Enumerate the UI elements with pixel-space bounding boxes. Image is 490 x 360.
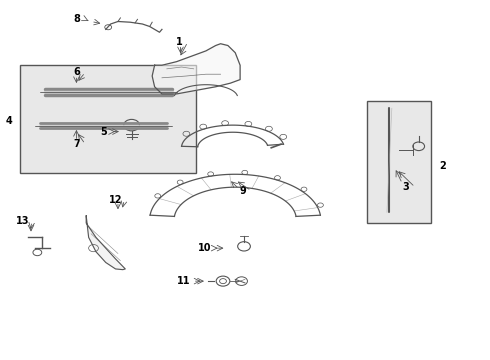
- Text: 6: 6: [73, 67, 80, 77]
- Bar: [367, 101, 431, 223]
- Polygon shape: [86, 216, 125, 270]
- Text: 5: 5: [100, 127, 107, 136]
- Bar: [20, 65, 196, 173]
- Text: 12: 12: [109, 195, 122, 205]
- Text: 11: 11: [177, 276, 191, 286]
- Polygon shape: [152, 44, 240, 94]
- Text: 13: 13: [17, 216, 30, 226]
- Text: 1: 1: [175, 37, 182, 47]
- Text: 2: 2: [440, 161, 446, 171]
- Text: 8: 8: [73, 14, 80, 24]
- Text: 7: 7: [73, 139, 80, 149]
- Text: 4: 4: [5, 116, 12, 126]
- Text: 9: 9: [239, 186, 246, 196]
- Text: 3: 3: [403, 182, 410, 192]
- Text: 10: 10: [198, 243, 212, 253]
